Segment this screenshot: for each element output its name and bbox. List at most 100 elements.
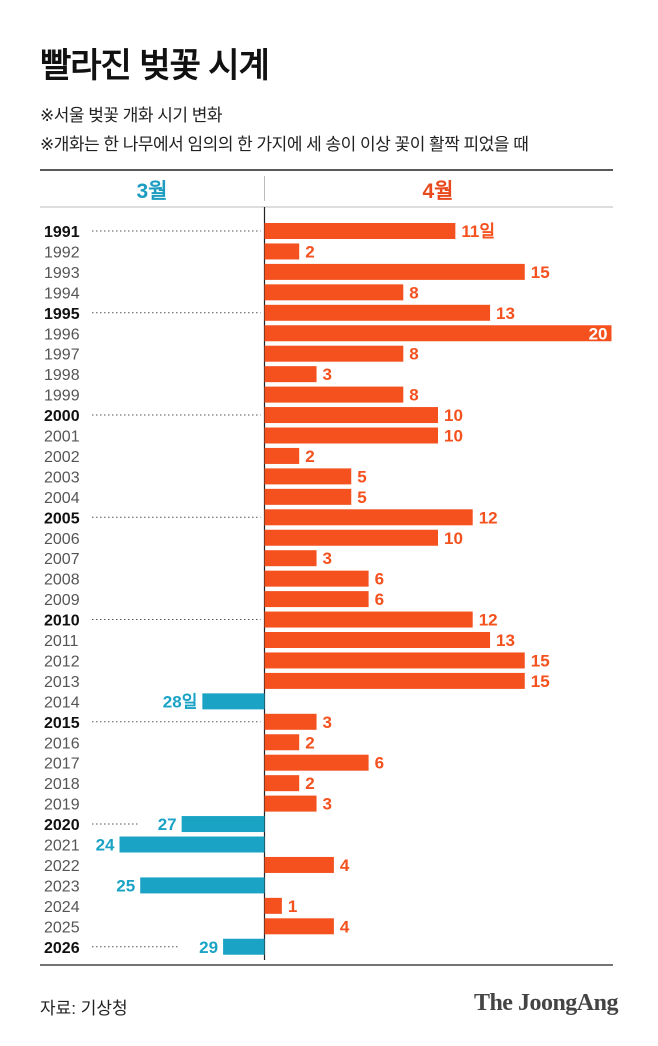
- value-label-1997: 8: [409, 345, 418, 364]
- year-label-2019: 2019: [44, 797, 80, 814]
- year-label-2000: 2000: [44, 408, 80, 425]
- bar-april-1991: [264, 223, 456, 239]
- bar-april-2008: [264, 570, 369, 587]
- year-label-2009: 2009: [44, 592, 80, 609]
- bar-april-2001: [264, 427, 438, 444]
- bar-april-2005: [264, 509, 473, 526]
- bar-april-2004: [264, 488, 352, 505]
- year-label-1997: 1997: [44, 347, 80, 364]
- value-label-1995: 13: [496, 304, 515, 323]
- value-label-2015: 3: [323, 713, 332, 732]
- bar-april-2019: [264, 795, 317, 812]
- year-label-2015: 2015: [44, 715, 80, 732]
- value-label-2025: 4: [340, 917, 350, 936]
- value-label-2020: 27: [158, 815, 177, 834]
- value-label-2001: 10: [444, 427, 463, 446]
- bar-april-2015: [264, 713, 317, 730]
- bar-april-1992: [264, 243, 300, 260]
- year-label-2026: 2026: [44, 940, 80, 957]
- year-label-2001: 2001: [44, 429, 80, 446]
- bar-april-1995: [264, 304, 491, 321]
- bar-april-1993: [264, 263, 525, 280]
- year-label-1992: 1992: [44, 244, 80, 261]
- page-title: 빨라진 벚꽃 시계: [40, 47, 270, 85]
- value-label-2007: 3: [323, 549, 332, 568]
- year-label-1999: 1999: [44, 388, 80, 405]
- year-label-2012: 2012: [44, 653, 80, 670]
- bar-april-2011: [264, 632, 491, 648]
- value-label-2002: 2: [305, 447, 314, 466]
- note-2: ※개화는 한 나무에서 임의의 한 가지에 세 송이 이상 꽃이 활짝 피었을 …: [40, 135, 529, 154]
- bar-march-2026: [223, 938, 265, 955]
- value-label-2009: 6: [375, 590, 384, 609]
- value-label-2005: 12: [479, 508, 498, 527]
- value-label-1999: 8: [409, 386, 418, 405]
- value-label-2018: 2: [305, 774, 314, 793]
- value-label-2023: 25: [116, 876, 135, 895]
- value-label-2019: 3: [323, 795, 332, 814]
- year-label-2008: 2008: [44, 572, 80, 589]
- bar-april-1997: [264, 345, 404, 362]
- year-label-2021: 2021: [44, 838, 80, 855]
- year-label-2024: 2024: [44, 899, 80, 916]
- value-label-2008: 6: [375, 570, 384, 589]
- year-label-1994: 1994: [44, 285, 80, 302]
- bar-april-1999: [264, 386, 404, 403]
- value-label-2022: 4: [340, 856, 350, 875]
- note-1: ※서울 벚꽃 개화 시기 변화: [40, 106, 223, 125]
- value-label-2012: 15: [531, 651, 550, 670]
- bar-april-2009: [264, 591, 369, 608]
- bar-april-2010: [264, 611, 473, 628]
- value-label-1993: 15: [531, 263, 550, 282]
- bar-april-2016: [264, 734, 300, 751]
- year-label-1995: 1995: [44, 306, 80, 323]
- year-label-2016: 2016: [44, 735, 80, 752]
- value-label-2010: 12: [479, 611, 498, 630]
- value-label-2016: 2: [305, 733, 314, 752]
- bar-april-2002: [264, 447, 300, 464]
- bar-april-2003: [264, 468, 352, 485]
- value-label-1996: 20: [589, 324, 608, 343]
- bar-april-2022: [264, 856, 334, 873]
- year-label-2022: 2022: [44, 858, 80, 875]
- year-label-2023: 2023: [44, 878, 80, 895]
- header-march: 3월: [137, 180, 168, 203]
- year-label-2002: 2002: [44, 449, 80, 466]
- value-label-1991: 11일: [461, 222, 495, 241]
- value-label-1994: 8: [409, 283, 418, 302]
- bar-april-1994: [264, 284, 404, 301]
- bar-april-2000: [264, 407, 438, 424]
- brand-logo: The JoongAng: [473, 990, 619, 1016]
- year-label-2025: 2025: [44, 919, 80, 936]
- year-label-2013: 2013: [44, 674, 80, 691]
- value-label-2014: 28일: [163, 692, 198, 711]
- value-label-2006: 10: [444, 529, 463, 548]
- year-label-2014: 2014: [44, 694, 80, 711]
- value-label-1992: 2: [305, 242, 314, 261]
- value-label-2000: 10: [444, 406, 463, 425]
- value-label-2013: 15: [531, 672, 550, 691]
- bar-april-2007: [264, 550, 317, 567]
- source-note: 자료: 기상청: [40, 999, 128, 1018]
- bar-march-2020: [181, 816, 265, 833]
- value-label-2026: 29: [199, 938, 218, 957]
- bar-april-2013: [264, 672, 525, 689]
- bar-march-2021: [119, 836, 265, 853]
- value-label-2021: 24: [96, 836, 115, 855]
- header-april: 4월: [423, 180, 454, 203]
- bar-april-1998: [264, 366, 317, 383]
- value-label-2024: 1: [288, 897, 297, 916]
- year-label-2006: 2006: [44, 531, 80, 548]
- year-label-2004: 2004: [44, 490, 80, 507]
- year-label-2020: 2020: [44, 817, 80, 834]
- year-label-1993: 1993: [44, 265, 80, 282]
- year-label-1998: 1998: [44, 367, 80, 384]
- year-label-2007: 2007: [44, 551, 80, 568]
- year-label-1996: 1996: [44, 326, 80, 343]
- value-label-2017: 6: [375, 754, 384, 773]
- year-label-2005: 2005: [44, 510, 80, 527]
- value-label-1998: 3: [323, 365, 332, 384]
- bar-march-2023: [140, 877, 265, 894]
- bar-april-2018: [264, 775, 300, 792]
